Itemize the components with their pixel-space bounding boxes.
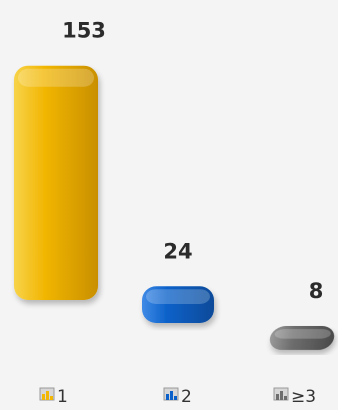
bar-1-highlight <box>18 68 94 87</box>
bar-3 <box>269 326 335 350</box>
category-axis: 1 2 ≥3 <box>39 387 316 407</box>
bars-layer <box>14 65 335 350</box>
value-label-1: 153 <box>62 19 106 43</box>
bar-chart-icon <box>39 387 55 401</box>
bar-2-highlight <box>146 289 210 304</box>
bar-1-body <box>14 65 98 300</box>
category-label-2: 2 <box>181 387 192 407</box>
category-label-1: 1 <box>57 387 68 407</box>
bar-1 <box>14 65 98 300</box>
bar-chart-icon <box>273 387 289 401</box>
value-label-3: 8 <box>309 279 324 303</box>
category-3: ≥3 <box>273 387 316 407</box>
value-label-2: 24 <box>163 239 192 263</box>
bar-chart-icon <box>163 387 179 401</box>
category-1: 1 <box>39 387 68 407</box>
bar-2 <box>142 286 214 323</box>
bar-3-highlight <box>274 329 331 339</box>
category-label-3: ≥3 <box>291 387 316 407</box>
category-2: 2 <box>163 387 192 407</box>
value-labels-layer: 153 24 8 <box>62 19 323 303</box>
